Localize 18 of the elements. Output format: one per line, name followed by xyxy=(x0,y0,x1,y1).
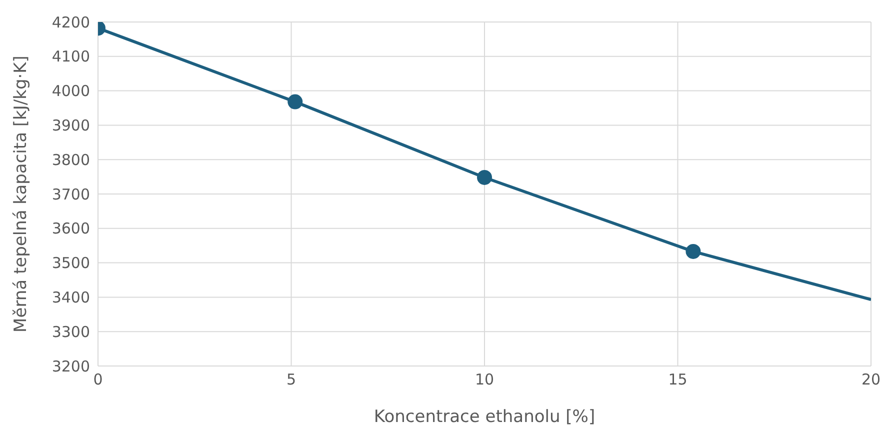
y-axis-title: Měrná tepelná kapacita [kJ/kg·K] xyxy=(11,56,32,332)
y-tick-label: 3700 xyxy=(52,185,90,204)
y-tick-label: 3600 xyxy=(52,220,90,238)
y-tick-label: 3900 xyxy=(52,116,90,135)
x-tick-label: 20 xyxy=(861,370,881,389)
y-tick-label: 3300 xyxy=(52,322,90,341)
y-tick-label: 4100 xyxy=(52,48,90,66)
x-tick-label: 0 xyxy=(93,370,103,389)
x-axis-title: Koncentrace ethanolu [%] xyxy=(374,407,596,427)
y-tick-label: 4200 xyxy=(52,13,90,32)
x-tick-label: 15 xyxy=(668,370,688,389)
x-tick-label: 10 xyxy=(474,370,494,389)
y-tick-label: 4000 xyxy=(52,82,90,100)
y-tick-label: 3200 xyxy=(52,357,90,376)
x-tick-label: 5 xyxy=(286,370,296,389)
y-tick-label: 3500 xyxy=(52,254,90,272)
y-tick-label: 3800 xyxy=(52,150,90,169)
y-tick-label: 3400 xyxy=(52,288,90,307)
